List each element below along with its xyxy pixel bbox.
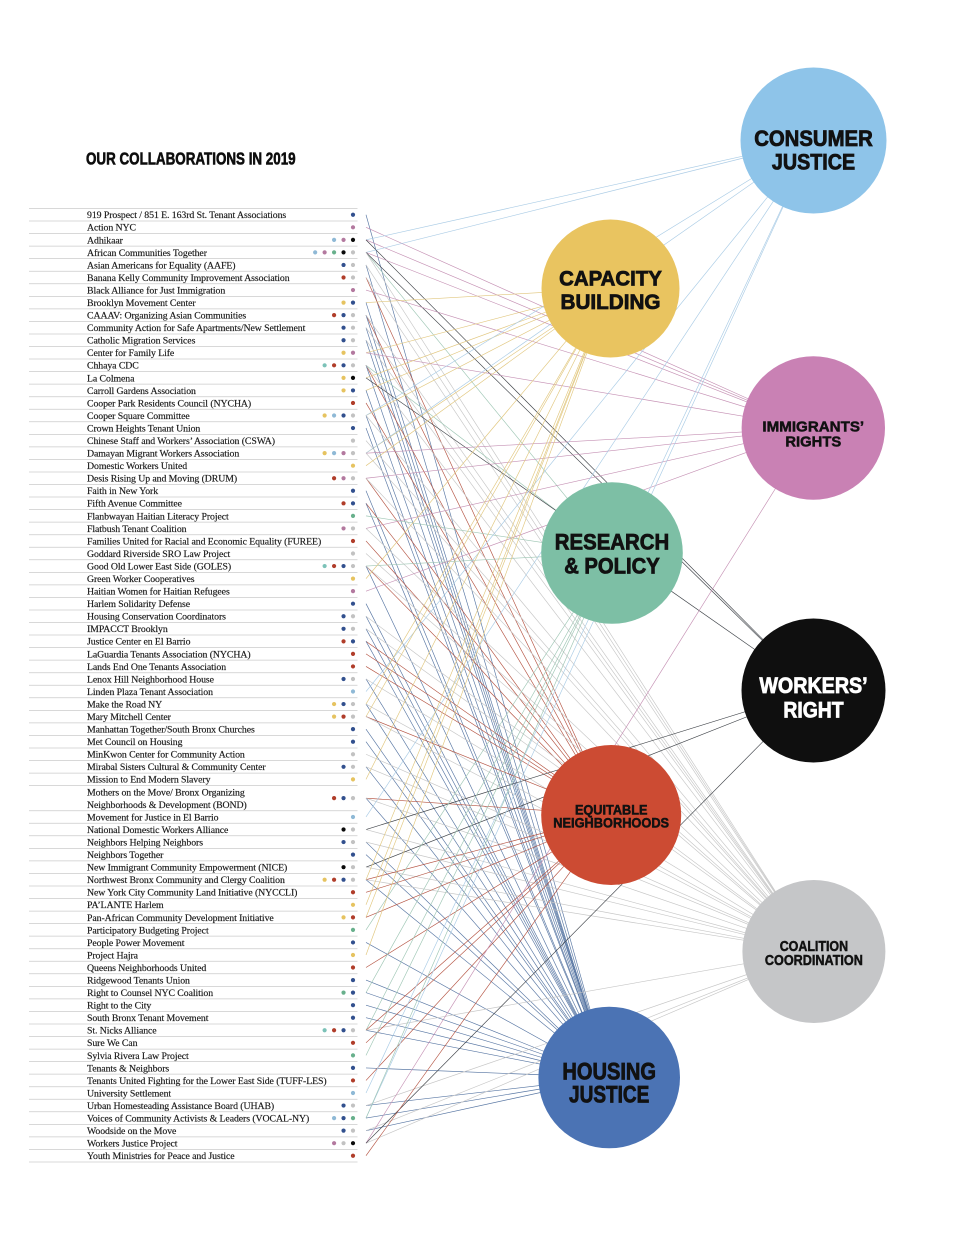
svg-text:Housing Conservation Coordinat: Housing Conservation Coordinators	[87, 612, 226, 623]
svg-text:Action NYC: Action NYC	[87, 223, 136, 234]
svg-text:NEIGHBORHOODS: NEIGHBORHOODS	[553, 816, 669, 831]
svg-text:Mary Mitchell Center: Mary Mitchell Center	[87, 712, 172, 723]
svg-text:HOUSING: HOUSING	[562, 1059, 656, 1086]
svg-text:Participatory Budgeting Projec: Participatory Budgeting Project	[87, 925, 209, 936]
svg-text:Community Action for Safe Apar: Community Action for Safe Apartments/New…	[87, 323, 306, 334]
svg-text:Chinese Staff and Workers’ Ass: Chinese Staff and Workers’ Association (…	[87, 436, 275, 447]
svg-text:WORKERS’: WORKERS’	[759, 673, 867, 698]
svg-text:Movement for Justice in El Bar: Movement for Justice in El Barrio	[87, 812, 219, 823]
svg-text:Harlem Solidarity Defense: Harlem Solidarity Defense	[87, 599, 191, 610]
svg-text:New Immigrant Community Empowe: New Immigrant Community Empowerment (NIC…	[87, 863, 287, 874]
svg-text:Black Alliance for Just Immigr: Black Alliance for Just Immigration	[87, 285, 225, 296]
svg-text:Green Worker Cooperatives: Green Worker Cooperatives	[87, 574, 195, 585]
svg-text:People Power Movement: People Power Movement	[87, 938, 185, 949]
svg-text:Desis Rising Up and Moving (DR: Desis Rising Up and Moving (DRUM)	[87, 474, 237, 485]
svg-text:JUSTICE: JUSTICE	[569, 1082, 649, 1109]
svg-text:Youth Ministries for Peace and: Youth Ministries for Peace and Justice	[87, 1151, 235, 1162]
svg-text:Chhaya CDC: Chhaya CDC	[87, 361, 139, 372]
svg-text:Woodside on the Move: Woodside on the Move	[87, 1126, 177, 1137]
svg-text:Fifth Avenue Committee: Fifth Avenue Committee	[87, 499, 183, 510]
svg-text:Manhattan Together/South Bronx: Manhattan Together/South Bronx Churches	[87, 725, 255, 736]
svg-text:Cooper Park Residents Council: Cooper Park Residents Council (NYCHA)	[87, 398, 251, 409]
svg-text:Crown Heights Tenant Union: Crown Heights Tenant Union	[87, 423, 200, 434]
svg-text:Ridgewood Tenants Union: Ridgewood Tenants Union	[87, 975, 190, 986]
svg-text:COORDINATION: COORDINATION	[765, 953, 863, 969]
svg-text:Catholic Migration Services: Catholic Migration Services	[87, 336, 196, 347]
svg-text:919 Prospect / 851 E. 163rd St: 919 Prospect / 851 E. 163rd St. Tenant A…	[87, 210, 286, 221]
svg-text:South Bronx Tenant Movement: South Bronx Tenant Movement	[87, 1013, 209, 1024]
svg-text:OUR COLLABORATIONS IN 2019: OUR COLLABORATIONS IN 2019	[86, 149, 296, 169]
svg-text:Asian Americans for Equality (: Asian Americans for Equality (AAFE)	[87, 260, 235, 271]
svg-text:St. Nicks Alliance: St. Nicks Alliance	[87, 1026, 157, 1037]
svg-text:JUSTICE: JUSTICE	[772, 149, 855, 174]
svg-text:Right to the City: Right to the City	[87, 1001, 151, 1012]
svg-text:RIGHT: RIGHT	[783, 697, 844, 722]
svg-text:Justice Center en El Barrio: Justice Center en El Barrio	[87, 637, 191, 648]
svg-text:Faith in New York: Faith in New York	[87, 486, 158, 497]
svg-text:Mirabal Sisters Cultural & Com: Mirabal Sisters Cultural & Community Cen…	[87, 762, 266, 773]
svg-text:Neighbors Helping Neighbors: Neighbors Helping Neighbors	[87, 837, 203, 848]
svg-text:Mothers on the Move/ Bronx Org: Mothers on the Move/ Bronx Organizing	[87, 787, 245, 798]
svg-text:EQUITABLE: EQUITABLE	[575, 803, 648, 818]
svg-text:RESEARCH: RESEARCH	[555, 529, 669, 554]
svg-text:Neighborhoods & Development (B: Neighborhoods & Development (BOND)	[87, 800, 247, 811]
svg-text:Make the Road NY: Make the Road NY	[87, 699, 162, 710]
svg-text:University Settlement: University Settlement	[87, 1088, 171, 1099]
svg-text:Sure We Can: Sure We Can	[87, 1038, 138, 1049]
svg-text:Northwest Bronx Community and: Northwest Bronx Community and Clergy Coa…	[87, 875, 285, 886]
svg-text:New York City Community Land I: New York City Community Land Initiative …	[87, 888, 297, 899]
svg-text:Urban Homesteading Assistance: Urban Homesteading Assistance Board (UHA…	[87, 1101, 274, 1112]
svg-text:Families United for Racial and: Families United for Racial and Economic …	[87, 536, 321, 547]
svg-text:RIGHTS: RIGHTS	[785, 433, 841, 450]
svg-text:La Colmena: La Colmena	[87, 373, 135, 384]
svg-text:LaGuardia Tenants Association: LaGuardia Tenants Association (NYCHA)	[87, 649, 251, 660]
svg-text:Tenants United Fighting for th: Tenants United Fighting for the Lower Ea…	[87, 1076, 327, 1087]
svg-text:Carroll Gardens Association: Carroll Gardens Association	[87, 386, 196, 397]
svg-text:Haitian Women for Haitian Refu: Haitian Women for Haitian Refugees	[87, 587, 230, 598]
svg-text:PA’LANTE Harlem: PA’LANTE Harlem	[87, 900, 164, 911]
svg-text:Queens Neighborhoods United: Queens Neighborhoods United	[87, 963, 206, 974]
svg-text:Neighbors Together: Neighbors Together	[87, 850, 164, 861]
svg-text:Flatbush Tenant Coalition: Flatbush Tenant Coalition	[87, 524, 187, 535]
svg-text:MinKwon Center for Community A: MinKwon Center for Community Action	[87, 750, 245, 761]
svg-text:CAPACITY: CAPACITY	[559, 267, 662, 291]
svg-text:Sylvia Rivera Law Project: Sylvia Rivera Law Project	[87, 1051, 189, 1062]
svg-text:BUILDING: BUILDING	[561, 290, 661, 314]
svg-text:Lands End One Tenants Associat: Lands End One Tenants Association	[87, 662, 226, 673]
svg-text:Tenants & Neighbors: Tenants & Neighbors	[87, 1063, 169, 1074]
svg-text:Center for Family Life: Center for Family Life	[87, 348, 175, 359]
svg-text:Linden Plaza Tenant Associatio: Linden Plaza Tenant Association	[87, 687, 213, 698]
svg-text:Domestic Workers United: Domestic Workers United	[87, 461, 187, 472]
svg-text:& POLICY: & POLICY	[564, 554, 660, 579]
svg-text:Project Hajra: Project Hajra	[87, 950, 139, 961]
svg-text:Mission to End Modern Slavery: Mission to End Modern Slavery	[87, 775, 211, 786]
svg-text:COALITION: COALITION	[780, 939, 848, 955]
svg-text:Cooper Square Committee: Cooper Square Committee	[87, 411, 190, 422]
svg-text:Met Council on Housing: Met Council on Housing	[87, 737, 183, 748]
svg-text:African Communities Together: African Communities Together	[87, 248, 208, 259]
svg-text:IMMIGRANTS’: IMMIGRANTS’	[762, 419, 864, 436]
svg-text:CONSUMER: CONSUMER	[754, 126, 873, 151]
svg-text:Flanbwayan Haitian Literacy Pr: Flanbwayan Haitian Literacy Project	[87, 511, 229, 522]
svg-text:IMPACCT Brooklyn: IMPACCT Brooklyn	[87, 624, 168, 635]
svg-text:Right to Counsel NYC Coalition: Right to Counsel NYC Coalition	[87, 988, 213, 999]
svg-text:National Domestic Workers Alli: National Domestic Workers Alliance	[87, 825, 229, 836]
svg-text:Pan-African Community Developm: Pan-African Community Development Initia…	[87, 913, 274, 924]
svg-text:Good Old Lower East Side (GOLE: Good Old Lower East Side (GOLES)	[87, 561, 231, 572]
svg-text:Goddard Riverside SRO Law Proj: Goddard Riverside SRO Law Project	[87, 549, 231, 560]
svg-text:Brooklyn Movement Center: Brooklyn Movement Center	[87, 298, 196, 309]
svg-text:Adhikaar: Adhikaar	[87, 235, 124, 246]
svg-text:Voices of Community Activists: Voices of Community Activists & Leaders …	[87, 1113, 309, 1124]
svg-text:CAAAV: Organizing Asian Commun: CAAAV: Organizing Asian Communities	[87, 311, 246, 322]
svg-text:Lenox Hill Neighborhood House: Lenox Hill Neighborhood House	[87, 674, 215, 685]
svg-text:Banana Kelly Community Improve: Banana Kelly Community Improvement Assoc…	[87, 273, 290, 284]
svg-text:Damayan Migrant Workers Associ: Damayan Migrant Workers Association	[87, 449, 239, 460]
svg-text:Workers Justice Project: Workers Justice Project	[87, 1139, 178, 1150]
